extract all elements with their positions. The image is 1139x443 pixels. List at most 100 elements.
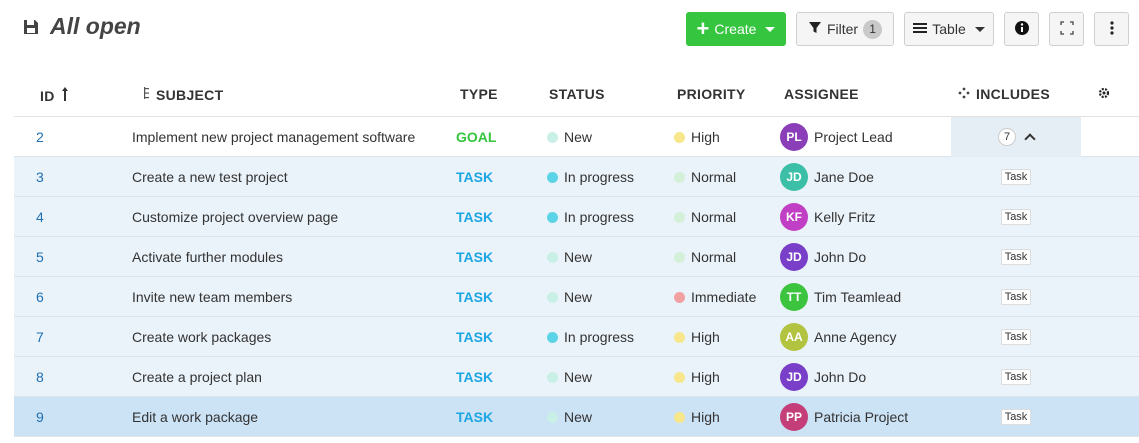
table-row[interactable]: 8 Create a project plan TASK New High JD John … xyxy=(14,357,1139,397)
work-package-priority[interactable]: Normal xyxy=(674,197,736,237)
work-package-includes[interactable]: Task xyxy=(951,157,1081,197)
avatar: JD xyxy=(780,163,808,191)
column-header-assignee[interactable]: ASSIGNEE xyxy=(784,86,859,102)
work-package-priority[interactable]: Normal xyxy=(674,237,736,277)
work-package-id-link[interactable]: 3 xyxy=(36,169,44,185)
work-package-type[interactable]: TASK xyxy=(456,409,494,425)
work-package-includes[interactable]: Task xyxy=(951,317,1081,357)
create-button[interactable]: + Create xyxy=(686,12,786,46)
work-package-id-link[interactable]: 7 xyxy=(36,329,44,345)
filter-label: Filter xyxy=(826,21,859,37)
work-package-priority[interactable]: High xyxy=(674,397,720,437)
includes-type-tag: Task xyxy=(1000,329,1032,345)
work-package-status[interactable]: New xyxy=(547,117,592,157)
view-mode-label: Table xyxy=(932,21,966,37)
fullscreen-button[interactable] xyxy=(1049,12,1084,46)
work-package-subject[interactable]: Customize project overview page xyxy=(132,209,339,225)
priority-dot-icon xyxy=(674,291,685,303)
column-header-subject[interactable]: SUBJECT xyxy=(144,86,223,103)
filter-button[interactable]: Filter 1 xyxy=(796,12,894,46)
work-package-assignee[interactable]: PL Project Lead xyxy=(780,117,893,157)
more-button[interactable] xyxy=(1094,12,1129,46)
work-package-id-link[interactable]: 2 xyxy=(36,129,44,145)
work-package-id-link[interactable]: 6 xyxy=(36,289,44,305)
table-row[interactable]: 2 Implement new project management softwa… xyxy=(14,117,1139,157)
column-header-includes[interactable]: INCLUDES xyxy=(958,86,1050,102)
chevron-up-icon[interactable] xyxy=(1024,133,1036,145)
work-package-type[interactable]: TASK xyxy=(456,289,494,305)
plus-icon: + xyxy=(696,16,710,41)
table-row[interactable]: 9 Edit a work package TASK New High PP Patrici… xyxy=(14,397,1139,437)
work-package-id-link[interactable]: 9 xyxy=(36,409,44,425)
work-package-id-link[interactable]: 4 xyxy=(36,209,44,225)
table-row[interactable]: 4 Customize project overview page TASK In p… xyxy=(14,197,1139,237)
includes-type-tag: Task xyxy=(1000,289,1032,305)
work-package-includes[interactable]: 7 xyxy=(951,117,1081,157)
work-package-includes[interactable]: Task xyxy=(951,357,1081,397)
work-package-type[interactable]: TASK xyxy=(456,169,494,185)
query-title[interactable]: All open xyxy=(50,13,141,39)
work-package-subject[interactable]: Edit a work package xyxy=(132,409,259,425)
filter-icon xyxy=(808,21,822,38)
work-package-subject[interactable]: Invite new team members xyxy=(132,289,293,305)
work-package-priority[interactable]: High xyxy=(674,357,720,397)
settings-gear-icon[interactable] xyxy=(1098,87,1110,99)
work-package-subject[interactable]: Create a new test project xyxy=(132,169,288,185)
column-header-id[interactable]: ID xyxy=(40,86,69,105)
work-package-includes[interactable]: Task xyxy=(951,277,1081,317)
work-package-subject[interactable]: Create a project plan xyxy=(132,369,262,385)
work-package-assignee[interactable]: JD John Do xyxy=(780,357,866,397)
work-package-priority[interactable]: High xyxy=(674,317,720,357)
work-package-status[interactable]: New xyxy=(547,357,592,397)
work-package-type[interactable]: TASK xyxy=(456,209,494,225)
chevron-down-icon xyxy=(974,26,985,32)
info-icon xyxy=(1014,20,1030,39)
work-package-type[interactable]: GOAL xyxy=(456,129,497,145)
table-row[interactable]: 3 Create a new test project TASK In progres… xyxy=(14,157,1139,197)
work-package-status[interactable]: In progress xyxy=(547,197,634,237)
priority-dot-icon xyxy=(674,171,685,183)
priority-dot-icon xyxy=(674,131,685,143)
priority-dot-icon xyxy=(674,251,685,263)
avatar: PP xyxy=(780,403,808,431)
work-package-subject[interactable]: Activate further modules xyxy=(132,249,283,265)
sort-ascending-icon xyxy=(61,86,69,105)
fullscreen-icon xyxy=(1059,20,1074,38)
work-package-priority[interactable]: Immediate xyxy=(674,277,756,317)
work-package-id-link[interactable]: 5 xyxy=(36,249,44,265)
work-package-includes[interactable]: Task xyxy=(951,397,1081,437)
column-header-type[interactable]: TYPE xyxy=(460,86,498,102)
work-packages-table: ID SUBJECT TYPE STATUS PRIORITY ASSIGNEE… xyxy=(14,72,1139,437)
table-row[interactable]: 6 Invite new team members TASK New Immediate… xyxy=(14,277,1139,317)
work-package-assignee[interactable]: PP Patricia Project xyxy=(780,397,908,437)
work-package-assignee[interactable]: KF Kelly Fritz xyxy=(780,197,875,237)
view-mode-button[interactable]: Table xyxy=(904,12,994,46)
table-row[interactable]: 7 Create work packages TASK In progress High… xyxy=(14,317,1139,357)
work-package-subject[interactable]: Create work packages xyxy=(132,329,272,345)
work-package-includes[interactable]: Task xyxy=(951,197,1081,237)
work-package-type[interactable]: TASK xyxy=(456,249,494,265)
column-header-priority[interactable]: PRIORITY xyxy=(677,86,746,102)
work-package-assignee[interactable]: JD John Do xyxy=(780,237,866,277)
work-package-assignee[interactable]: AA Anne Agency xyxy=(780,317,897,357)
work-package-includes[interactable]: Task xyxy=(951,237,1081,277)
work-package-status[interactable]: New xyxy=(547,237,592,277)
details-button[interactable] xyxy=(1004,12,1039,46)
work-package-type[interactable]: TASK xyxy=(456,369,494,385)
work-package-id-link[interactable]: 8 xyxy=(36,369,44,385)
work-package-status[interactable]: New xyxy=(547,397,592,437)
work-package-subject[interactable]: Implement new project management softwar… xyxy=(132,129,416,145)
work-package-priority[interactable]: Normal xyxy=(674,157,736,197)
work-package-priority[interactable]: High xyxy=(674,117,720,157)
work-package-status[interactable]: New xyxy=(547,277,592,317)
save-icon[interactable] xyxy=(22,18,40,36)
work-package-status[interactable]: In progress xyxy=(547,317,634,357)
includes-type-tag: Task xyxy=(1000,369,1032,385)
column-header-status[interactable]: STATUS xyxy=(549,86,605,102)
table-row[interactable]: 5 Activate further modules TASK New Normal JD… xyxy=(14,237,1139,277)
work-package-type[interactable]: TASK xyxy=(456,329,494,345)
work-package-assignee[interactable]: TT Tim Teamlead xyxy=(780,277,901,317)
work-package-assignee[interactable]: JD Jane Doe xyxy=(780,157,874,197)
status-dot-icon xyxy=(547,171,558,183)
work-package-status[interactable]: In progress xyxy=(547,157,634,197)
